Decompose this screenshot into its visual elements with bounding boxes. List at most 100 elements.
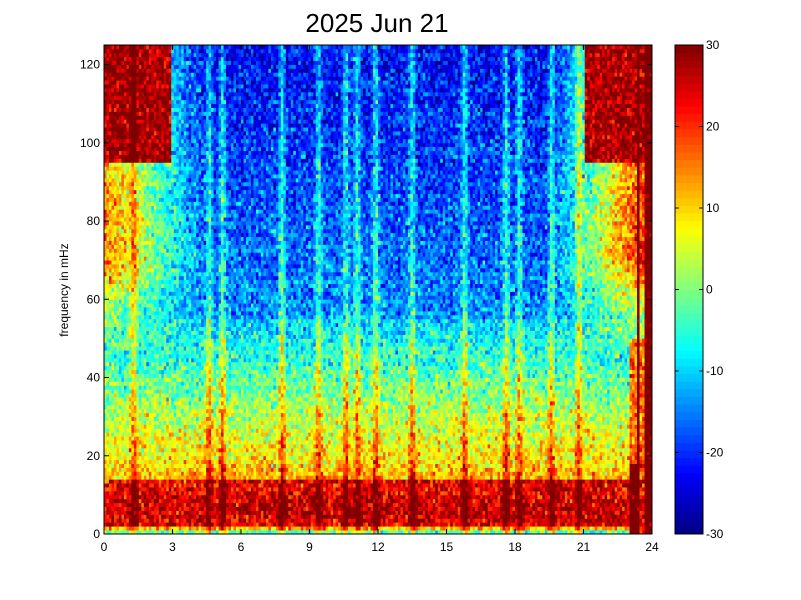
heatmap-cell [181,499,184,503]
heatmap-cell [151,323,154,327]
heatmap-cell [169,88,172,92]
heatmap-cell [166,307,169,311]
heatmap-cell [116,507,119,511]
heatmap-cell [194,342,197,346]
heatmap-cell [201,72,204,76]
heatmap-cell [106,413,109,417]
heatmap-cell [156,229,159,233]
heatmap-cell [181,131,184,135]
heatmap-cell [159,291,162,295]
heatmap-cell [126,503,129,507]
heatmap-cell [169,491,172,495]
heatmap-cell [116,92,119,96]
heatmap-cell [169,127,172,131]
heatmap-cell [136,131,139,135]
heatmap-cell [161,61,164,65]
heatmap-cell [124,499,127,503]
heatmap-cell [119,440,122,444]
heatmap-cell [144,256,147,260]
heatmap-cell [139,440,142,444]
heatmap-cell [126,123,129,127]
heatmap-cell [156,354,159,358]
heatmap-cell [159,65,162,69]
heatmap-cell [176,405,179,409]
heatmap-cell [139,495,142,499]
heatmap-cell [156,53,159,57]
heatmap-cell [184,225,187,229]
heatmap-cell [194,104,197,108]
heatmap-cell [181,436,184,440]
heatmap-cell [181,514,184,518]
heatmap-cell [176,260,179,264]
heatmap-cell [146,80,149,84]
heatmap-cell [199,92,202,96]
heatmap-cell [136,100,139,104]
heatmap-cell [189,440,192,444]
heatmap-cell [129,190,132,194]
heatmap-cell [141,291,144,295]
heatmap-cell [154,334,157,338]
heatmap-cell [149,327,152,331]
heatmap-cell [166,201,169,205]
heatmap-cell [141,190,144,194]
heatmap-cell [154,272,157,276]
heatmap-cell [186,444,189,448]
heatmap-cell [106,323,109,327]
heatmap-cell [149,350,152,354]
heatmap-cell [169,45,172,49]
heatmap-cell [149,147,152,151]
heatmap-cell [159,334,162,338]
heatmap-cell [164,334,167,338]
heatmap-cell [184,174,187,178]
heatmap-cell [106,288,109,292]
heatmap-cell [154,178,157,182]
heatmap-cell [174,280,177,284]
heatmap-cell [114,346,117,350]
heatmap-cell [139,237,142,241]
heatmap-cell [159,432,162,436]
heatmap-cell [106,162,109,166]
heatmap-cell [159,213,162,217]
heatmap-cell [201,397,204,401]
heatmap-cell [106,311,109,315]
heatmap-cell [179,245,182,249]
heatmap-cell [144,112,147,116]
heatmap-cell [174,381,177,385]
heatmap-cell [119,405,122,409]
heatmap-cell [196,123,199,127]
heatmap-cell [131,444,134,448]
heatmap-cell [131,245,134,249]
heatmap-cell [189,334,192,338]
heatmap-cell [129,178,132,182]
heatmap-cell [146,432,149,436]
heatmap-cell [151,295,154,299]
heatmap-cell [106,264,109,268]
heatmap-cell [124,303,127,307]
heatmap-cell [159,233,162,237]
heatmap-cell [106,268,109,272]
heatmap-cell [161,362,164,366]
heatmap-cell [126,213,129,217]
heatmap-cell [194,233,197,237]
heatmap-cell [111,104,114,108]
heatmap-cell [136,385,139,389]
heatmap-cell [176,471,179,475]
heatmap-cell [166,53,169,57]
heatmap-cell [139,209,142,213]
heatmap-cell [131,252,134,256]
heatmap-cell [109,241,112,245]
heatmap-cell [166,518,169,522]
heatmap-cell [194,135,197,139]
heatmap-cell [149,209,152,213]
heatmap-cell [109,123,112,127]
heatmap-cell [139,334,142,338]
heatmap-cell [119,151,122,155]
heatmap-cell [144,487,147,491]
heatmap-cell [114,417,117,421]
heatmap-cell [136,248,139,252]
heatmap-cell [134,385,137,389]
heatmap-cell [184,483,187,487]
heatmap-cell [106,92,109,96]
heatmap-cell [196,456,199,460]
heatmap-cell [184,61,187,65]
